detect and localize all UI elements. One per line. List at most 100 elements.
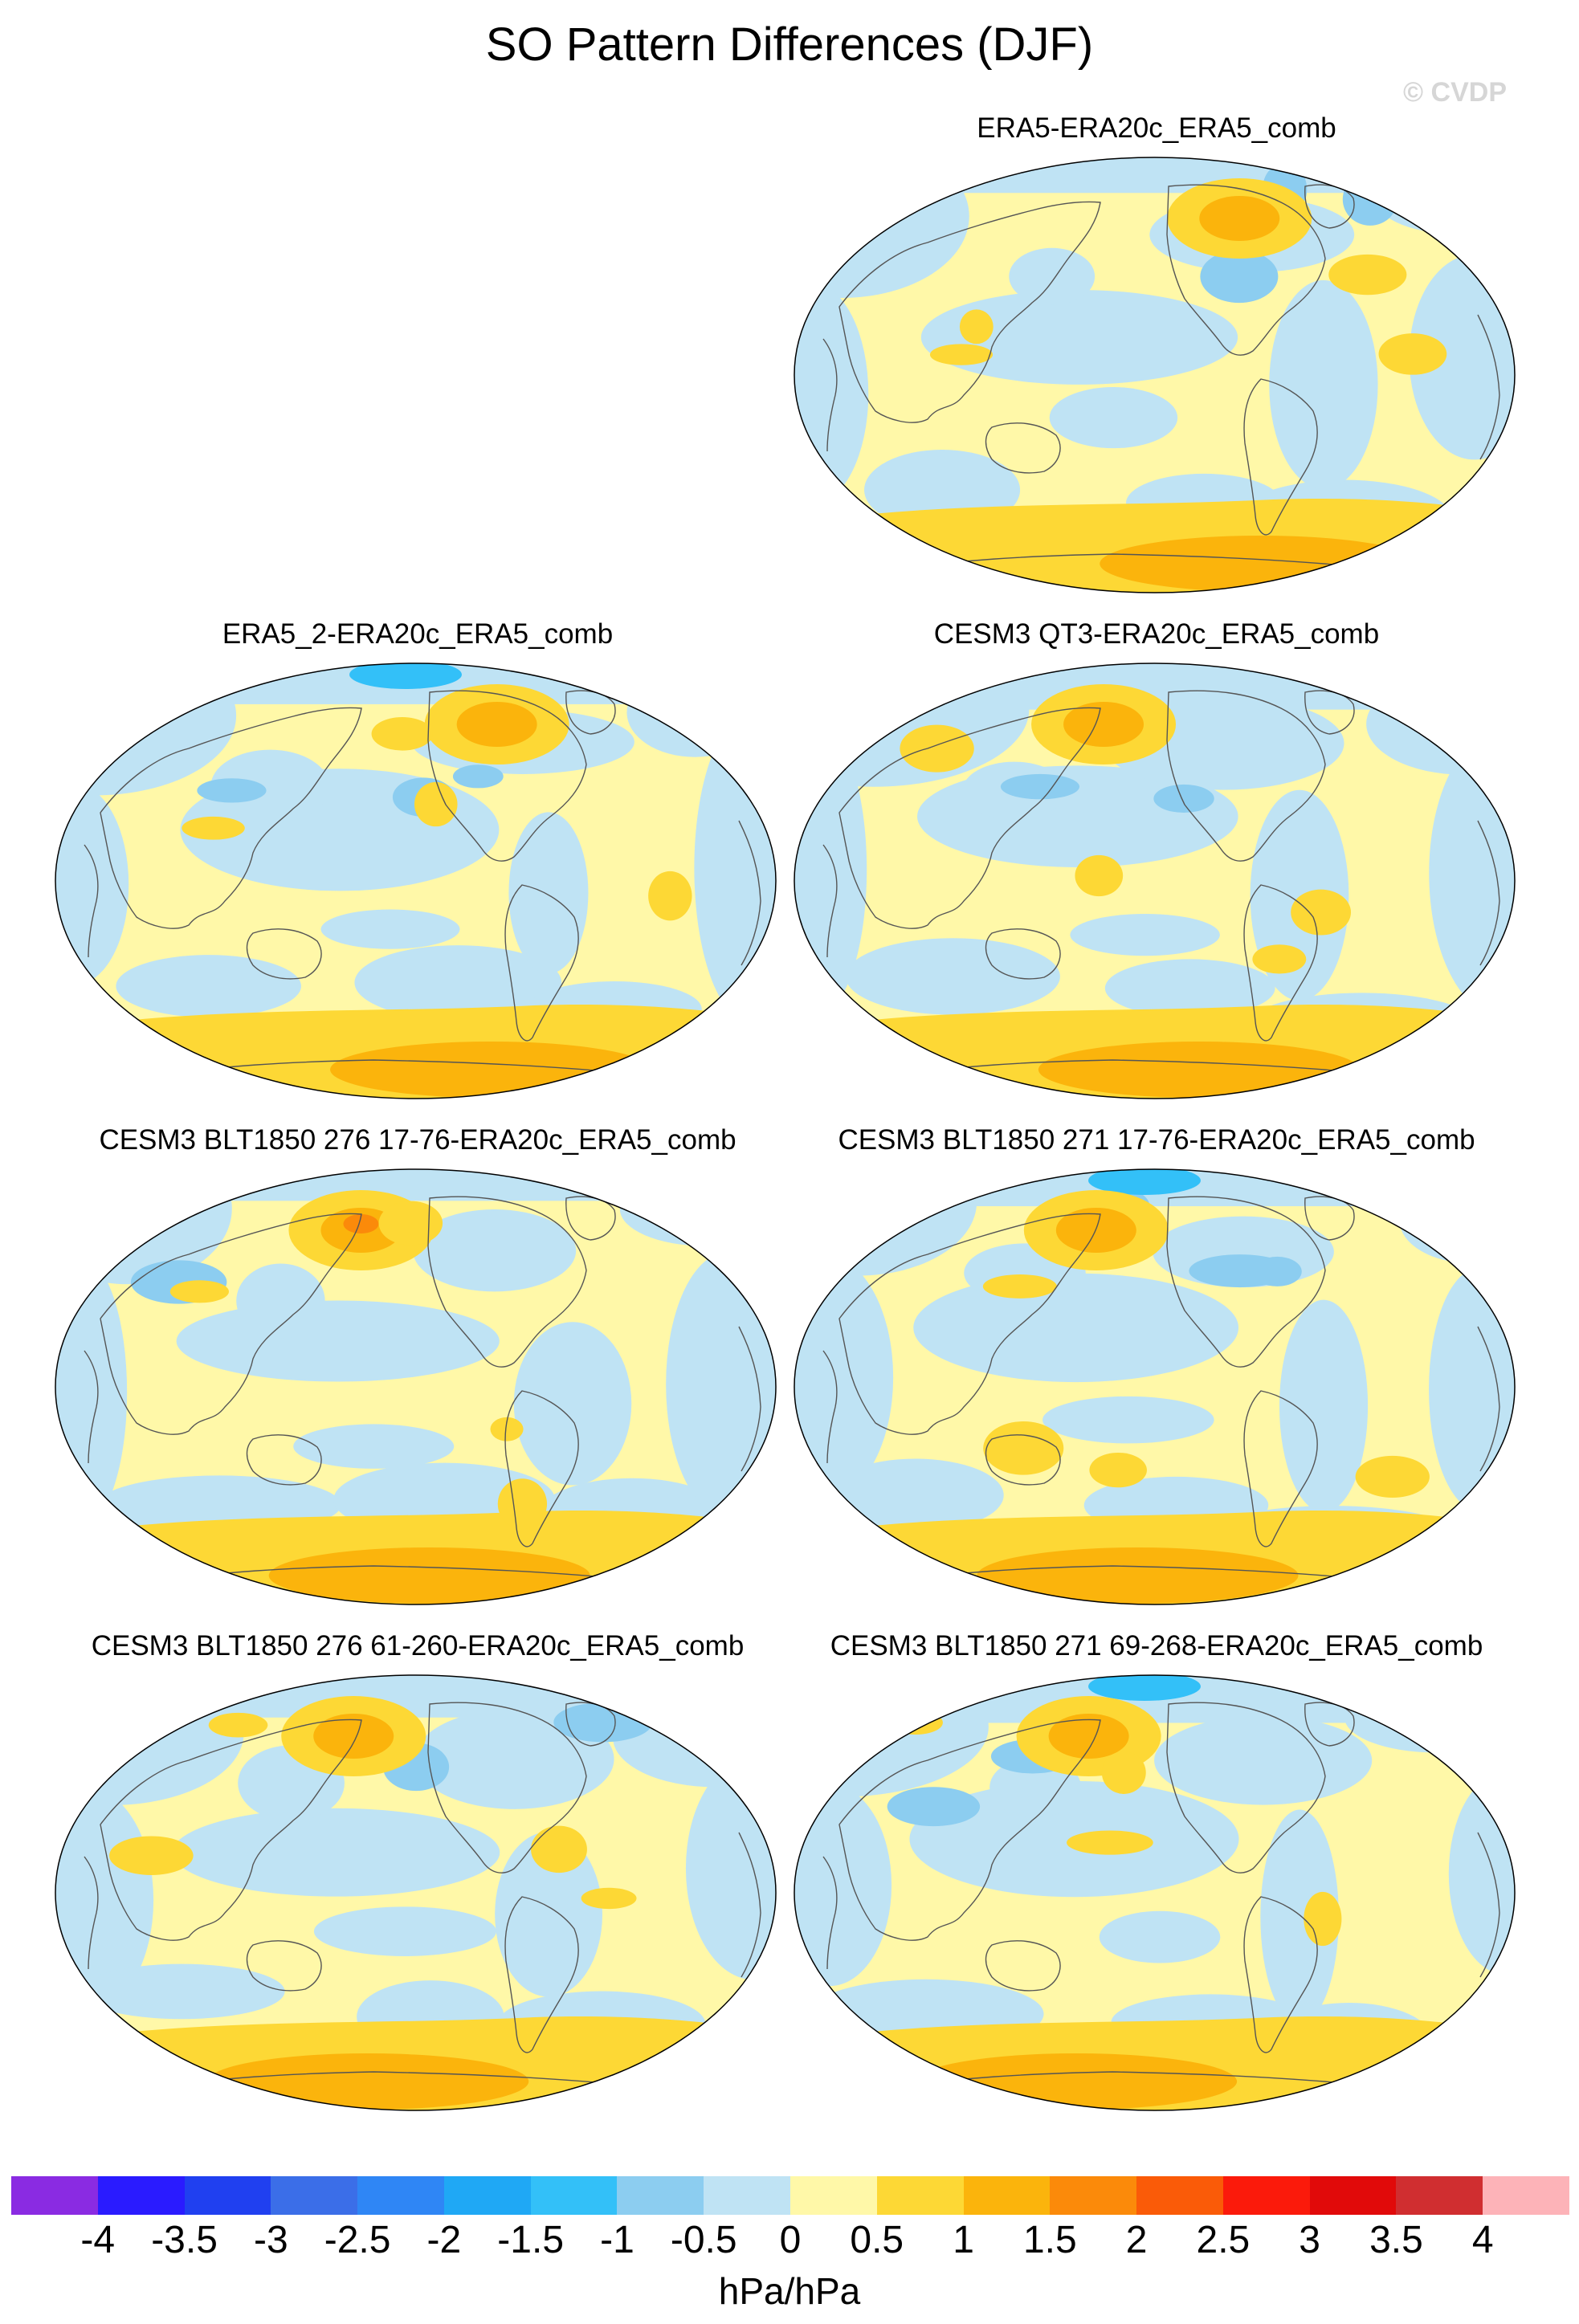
map-border bbox=[55, 663, 777, 1099]
negative-anomaly-region bbox=[1279, 1299, 1369, 1513]
negative-anomaly-region bbox=[320, 909, 460, 949]
antarctic-positive-core bbox=[1038, 1042, 1360, 1098]
negative-anomaly-region bbox=[116, 955, 301, 1017]
positive-anomaly-region bbox=[531, 1825, 587, 1873]
panel-title: CESM3 BLT1850 271 17-76-ERA20c_ERA5_comb bbox=[838, 1124, 1475, 1156]
colorbar-tick-label: 1 bbox=[953, 2219, 974, 2261]
map-panel: ERA5-ERA20c_ERA5_comb bbox=[791, 112, 1522, 594]
coastline bbox=[985, 928, 1061, 980]
robinson-map bbox=[55, 1168, 777, 1605]
negative-anomaly-region bbox=[172, 1808, 500, 1897]
colorbar-tick-label: 4 bbox=[1471, 2219, 1494, 2261]
coastline bbox=[838, 1213, 1101, 1435]
panel-title: ERA5-ERA20c_ERA5_comb bbox=[977, 112, 1336, 144]
coastline bbox=[1166, 1702, 1326, 1873]
positive-anomaly-region bbox=[982, 1274, 1057, 1299]
colorbar-swatch bbox=[97, 2176, 186, 2215]
positive-anomaly-core bbox=[313, 1714, 394, 1759]
negative-anomaly-region bbox=[920, 290, 1238, 385]
negative-anomaly-region bbox=[1344, 1682, 1515, 1753]
colorbar-swatch bbox=[530, 2176, 618, 2215]
coastline bbox=[738, 820, 761, 966]
robinson-map bbox=[794, 663, 1516, 1099]
negative-anomaly-core bbox=[1088, 1675, 1201, 1701]
negative-anomaly-region bbox=[1429, 731, 1515, 1016]
colorbar-swatch bbox=[1136, 2176, 1224, 2215]
negative-anomaly-region bbox=[1070, 913, 1220, 956]
positive-anomaly-core bbox=[1048, 1714, 1129, 1759]
robinson-map bbox=[55, 1674, 777, 2111]
negative-anomaly-region bbox=[313, 1906, 496, 1956]
colorbar-tick-label: 2.5 bbox=[1196, 2219, 1251, 2261]
colorbar-tick-label: -1.5 bbox=[497, 2219, 565, 2261]
coastline bbox=[504, 884, 579, 1042]
coastline bbox=[985, 422, 1061, 474]
negative-anomaly-region bbox=[210, 749, 330, 824]
positive-anomaly-region bbox=[983, 1421, 1064, 1475]
coastline bbox=[84, 1856, 99, 1970]
colorbar-tick-label: -3 bbox=[253, 2219, 288, 2261]
map-panel: CESM3 BLT1850 271 69-268-ERA20c_ERA5_com… bbox=[791, 1630, 1522, 2112]
negative-anomaly-region bbox=[354, 945, 562, 1020]
negative-anomaly-core bbox=[1342, 173, 1398, 226]
coastline bbox=[1166, 184, 1326, 356]
coastline bbox=[246, 928, 322, 980]
negative-anomaly-region bbox=[794, 283, 869, 505]
colorbar-swatch bbox=[271, 2176, 358, 2215]
coastline bbox=[1243, 884, 1318, 1042]
colorbar-units: hPa/hPa bbox=[718, 2270, 861, 2312]
colorbar-swatch bbox=[617, 2176, 704, 2215]
negative-anomaly-region bbox=[236, 1263, 325, 1339]
coastline bbox=[1477, 1326, 1500, 1472]
negative-anomaly-region bbox=[1448, 1772, 1515, 1975]
negative-anomaly-region bbox=[293, 1424, 455, 1469]
colorbar-tick-label: -2 bbox=[426, 2219, 462, 2261]
map-border bbox=[55, 1674, 777, 2111]
positive-anomaly-region bbox=[1101, 1751, 1146, 1794]
negative-anomaly-region bbox=[513, 1322, 632, 1486]
coastline bbox=[246, 1940, 322, 1992]
positive-anomaly-core bbox=[1055, 1208, 1136, 1253]
positive-anomaly-core bbox=[1199, 196, 1280, 241]
coastline bbox=[1477, 1832, 1500, 1978]
map-panel: ERA5_2-ERA20c_ERA5_comb bbox=[52, 618, 783, 1100]
positive-anomaly-region bbox=[414, 781, 458, 827]
colorbar-tick-label: 3.5 bbox=[1369, 2219, 1423, 2261]
coastline bbox=[504, 1896, 579, 2053]
panel-title: CESM3 BLT1850 271 69-268-ERA20c_ERA5_com… bbox=[830, 1630, 1483, 1661]
coastline bbox=[427, 1702, 587, 1873]
map-border bbox=[794, 157, 1516, 593]
colorbar-swatch bbox=[1396, 2176, 1483, 2215]
coastline bbox=[838, 707, 1101, 929]
positive-anomaly-region bbox=[1328, 254, 1407, 296]
map-border bbox=[794, 663, 1516, 1099]
negative-anomaly-core bbox=[633, 1184, 675, 1215]
map-border bbox=[794, 1674, 1516, 2111]
positive-anomaly-region bbox=[1355, 1455, 1430, 1498]
coastline bbox=[1243, 1390, 1318, 1547]
coastline bbox=[1166, 1196, 1326, 1368]
colorbar-swatch bbox=[443, 2176, 532, 2215]
coastline bbox=[822, 1856, 838, 1970]
positive-anomaly-region bbox=[887, 1710, 943, 1735]
negative-anomaly-region bbox=[1104, 959, 1275, 1017]
negative-anomaly-core bbox=[553, 1702, 653, 1743]
positive-anomaly-region bbox=[109, 1836, 194, 1875]
coastline bbox=[838, 1719, 1101, 1941]
colorbar-tick-label: -0.5 bbox=[670, 2219, 737, 2261]
robinson-map bbox=[794, 1168, 1516, 1605]
positive-anomaly-region bbox=[490, 1417, 524, 1441]
positive-anomaly-region bbox=[1291, 889, 1352, 936]
colorbar-swatch bbox=[1309, 2176, 1397, 2215]
colorbar-swatch bbox=[963, 2176, 1051, 2215]
positive-anomaly-region bbox=[378, 1201, 443, 1246]
negative-anomaly-core bbox=[1088, 1169, 1201, 1195]
positive-anomaly-region bbox=[959, 309, 994, 345]
negative-anomaly-region bbox=[1049, 387, 1178, 449]
negative-anomaly-region bbox=[845, 938, 1060, 1015]
robinson-map bbox=[55, 663, 777, 1099]
negative-anomaly-region bbox=[694, 716, 776, 1021]
watermark: © CVDP bbox=[1403, 77, 1507, 108]
negative-anomaly-region bbox=[1099, 1910, 1221, 1963]
positive-anomaly-region bbox=[182, 816, 245, 840]
